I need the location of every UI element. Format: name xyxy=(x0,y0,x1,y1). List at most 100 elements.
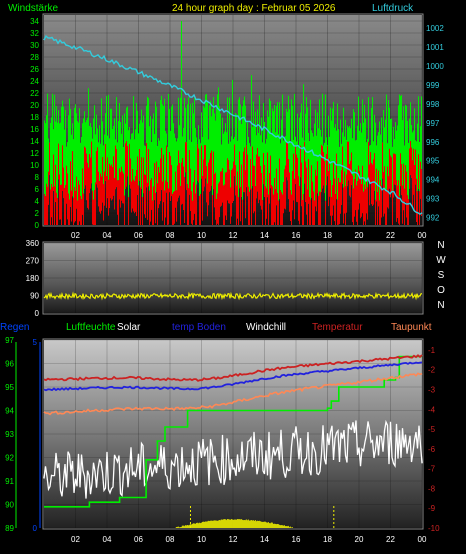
y-right-tick: 996 xyxy=(426,138,440,147)
y-right-tick: 992 xyxy=(426,213,440,222)
panel3-y-left-ticks: 89 90 91 92 93 94 95 96 97 xyxy=(5,336,14,533)
chart-title: 24 hour graph day : Februar 05 2026 xyxy=(172,3,336,14)
y-right-tick: -1 xyxy=(428,346,436,355)
x-tick: 00 xyxy=(418,231,427,240)
compass-label: N xyxy=(437,300,444,311)
y-tick: 90 xyxy=(30,292,39,301)
y-right-tick: 997 xyxy=(426,119,440,128)
panel1-y-right-ticks: 992 993 994 995 996 997 998 999 1000 1001 1002 xyxy=(426,24,444,222)
y-left-tick: 24 xyxy=(30,77,39,86)
x-tick: 08 xyxy=(166,231,175,240)
gust-series xyxy=(44,21,422,201)
y-right-tick: -4 xyxy=(428,405,436,414)
y-right-tick: 993 xyxy=(426,195,440,204)
y-left-tick: 96 xyxy=(5,360,14,369)
wind-strength-label: Windstärke xyxy=(8,3,58,14)
y-left-tick: 20 xyxy=(30,101,39,110)
x-tick: 12 xyxy=(229,535,238,544)
panel1-x-ticks: 02 04 06 08 10 12 14 16 18 20 22 00 xyxy=(71,231,427,240)
y-tick: 0 xyxy=(35,309,40,318)
y-left-tick: 0 xyxy=(35,221,40,230)
y-left-tick: 91 xyxy=(5,477,14,486)
compass-label: S xyxy=(438,270,445,281)
x-tick: 22 xyxy=(386,231,395,240)
panel2-frame xyxy=(42,241,424,315)
y-right-tick: 994 xyxy=(426,176,440,185)
legend-item: temp Boden xyxy=(172,322,226,333)
x-tick: 08 xyxy=(166,535,175,544)
y-left-tick: 93 xyxy=(5,430,14,439)
legend-item: Windchill xyxy=(246,322,286,333)
y-left-tick: 92 xyxy=(5,454,14,463)
x-tick: 10 xyxy=(197,231,206,240)
y-right-tick: -2 xyxy=(428,366,436,375)
humidity-series xyxy=(44,355,422,508)
y-right-tick: -8 xyxy=(428,484,436,493)
temperature-series xyxy=(43,354,423,382)
solar-series xyxy=(175,506,335,528)
y-right-tick: 1000 xyxy=(426,62,444,71)
compass-label: W xyxy=(436,255,446,266)
x-tick: 02 xyxy=(71,231,80,240)
x-tick: 12 xyxy=(229,231,238,240)
y-right-tick: 1002 xyxy=(426,24,444,33)
pressure-series xyxy=(43,34,423,216)
y-left-tick: 4 xyxy=(35,197,40,206)
y-left-tick: 6 xyxy=(35,185,40,194)
y-tick: 180 xyxy=(26,274,40,283)
rain-tick: 5 xyxy=(33,338,38,347)
rain-tick: 0 xyxy=(33,524,38,533)
x-tick: 02 xyxy=(71,535,80,544)
x-tick: 18 xyxy=(323,231,332,240)
y-left-tick: 22 xyxy=(30,89,39,98)
dewpoint-series xyxy=(43,372,423,416)
y-left-tick: 12 xyxy=(30,149,39,158)
y-left-tick: 90 xyxy=(5,501,14,510)
y-tick: 270 xyxy=(26,257,40,266)
x-tick: 10 xyxy=(197,535,206,544)
legend-item: Solar xyxy=(117,322,141,333)
panel3-legend: Regen Luftfeuchte Solar temp Boden Windchill… xyxy=(0,322,432,333)
y-right-tick: 1001 xyxy=(426,43,444,52)
y-left-tick: 89 xyxy=(5,524,14,533)
y-left-tick: 97 xyxy=(5,336,14,345)
panel1-frame xyxy=(42,13,424,227)
panel2-grid xyxy=(44,242,423,314)
compass-label: O xyxy=(437,285,445,296)
x-tick: 04 xyxy=(103,231,112,240)
pressure-label: Luftdruck xyxy=(372,3,414,14)
x-tick: 16 xyxy=(292,231,301,240)
y-left-tick: 8 xyxy=(35,173,40,182)
y-left-tick: 95 xyxy=(5,383,14,392)
y-right-tick: -5 xyxy=(428,425,436,434)
y-right-tick: -9 xyxy=(428,504,436,513)
panel3-y-right-ticks: -10 -9 -8 -7 -6 -5 -4 -3 -2 -1 xyxy=(428,346,440,533)
y-right-tick: 995 xyxy=(426,157,440,166)
y-left-tick: 2 xyxy=(35,209,40,218)
y-left-tick: 28 xyxy=(30,53,39,62)
wind-direction-series xyxy=(43,291,423,301)
x-tick: 20 xyxy=(355,231,364,240)
x-tick: 18 xyxy=(323,535,332,544)
y-left-tick: 26 xyxy=(30,65,39,74)
x-tick: 14 xyxy=(260,535,269,544)
panel3-rain-ticks: 05 xyxy=(15,338,41,533)
panel3-x-ticks: 02 04 06 08 10 12 14 16 18 20 22 00 xyxy=(71,535,427,544)
x-tick: 04 xyxy=(103,535,112,544)
x-tick: 06 xyxy=(134,535,143,544)
y-left-tick: 32 xyxy=(30,29,39,38)
x-tick: 14 xyxy=(260,231,269,240)
windchill-series xyxy=(43,419,423,499)
y-right-tick: -3 xyxy=(428,385,436,394)
x-tick: 16 xyxy=(292,535,301,544)
y-right-tick: 999 xyxy=(426,81,440,90)
y-left-tick: 14 xyxy=(30,137,39,146)
legend-item: Luftfeuchte xyxy=(66,322,116,333)
legend-item: Temperatur xyxy=(312,322,363,333)
wind-series xyxy=(44,141,422,225)
x-tick: 00 xyxy=(418,535,427,544)
compass-label: N xyxy=(437,240,444,251)
